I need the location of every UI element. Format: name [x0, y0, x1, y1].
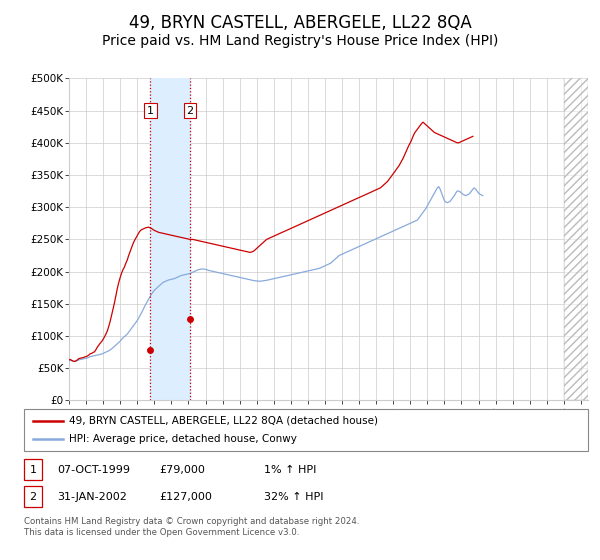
Text: 1: 1: [29, 465, 37, 475]
Text: 1: 1: [147, 106, 154, 115]
Text: 1% ↑ HPI: 1% ↑ HPI: [264, 465, 316, 475]
Text: 31-JAN-2002: 31-JAN-2002: [57, 492, 127, 502]
Text: Contains HM Land Registry data © Crown copyright and database right 2024.
This d: Contains HM Land Registry data © Crown c…: [24, 517, 359, 537]
Bar: [564, 78, 588, 400]
Text: 32% ↑ HPI: 32% ↑ HPI: [264, 492, 323, 502]
Text: 2: 2: [186, 106, 193, 115]
Bar: [150, 78, 190, 400]
Text: Price paid vs. HM Land Registry's House Price Index (HPI): Price paid vs. HM Land Registry's House …: [102, 34, 498, 48]
Text: £79,000: £79,000: [159, 465, 205, 475]
Bar: [564, 78, 588, 400]
Text: 49, BRYN CASTELL, ABERGELE, LL22 8QA: 49, BRYN CASTELL, ABERGELE, LL22 8QA: [128, 14, 472, 32]
Text: £127,000: £127,000: [159, 492, 212, 502]
Text: 07-OCT-1999: 07-OCT-1999: [57, 465, 130, 475]
Text: HPI: Average price, detached house, Conwy: HPI: Average price, detached house, Conw…: [69, 434, 297, 444]
Text: 49, BRYN CASTELL, ABERGELE, LL22 8QA (detached house): 49, BRYN CASTELL, ABERGELE, LL22 8QA (de…: [69, 416, 378, 426]
Text: 2: 2: [29, 492, 37, 502]
